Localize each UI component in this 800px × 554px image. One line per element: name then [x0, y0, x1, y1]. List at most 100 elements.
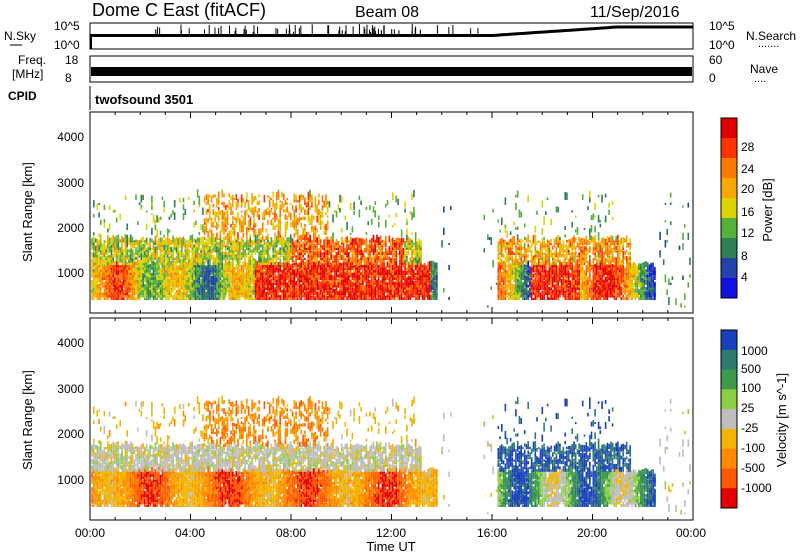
power-cell — [240, 272, 243, 276]
power-cell — [300, 264, 303, 268]
power-cell — [91, 288, 93, 293]
power-cell — [154, 224, 157, 230]
power-cell — [96, 276, 99, 280]
power-cell — [217, 206, 220, 210]
power-cell — [443, 227, 445, 235]
power-cell — [209, 296, 211, 300]
power-cell — [108, 255, 111, 260]
power-cell — [207, 256, 209, 260]
power-cell — [407, 295, 410, 298]
power-cell — [525, 254, 528, 258]
power-cell — [93, 234, 95, 243]
power-cell — [283, 253, 285, 255]
power-cell — [309, 255, 311, 260]
power-cell — [121, 281, 123, 285]
power-cell — [513, 236, 515, 243]
power-cell — [191, 246, 194, 250]
power-cell — [108, 286, 111, 291]
power-cell — [413, 269, 415, 275]
power-cell — [348, 240, 350, 243]
power-cell — [107, 257, 109, 263]
power-cell — [232, 199, 234, 208]
power-cell — [200, 247, 202, 250]
power-cell — [217, 251, 220, 258]
power-cell — [372, 255, 375, 263]
power-cell — [260, 253, 262, 258]
power-cell — [91, 239, 93, 243]
power-cell — [360, 290, 362, 293]
power-cell — [221, 273, 223, 278]
power-cell — [186, 250, 188, 256]
power-cell — [161, 282, 164, 291]
power-cell — [509, 280, 512, 286]
power-cell — [151, 274, 153, 278]
power-cell — [124, 293, 127, 295]
power-cell — [297, 249, 299, 255]
power-cell — [497, 286, 500, 291]
power-cell — [196, 247, 199, 255]
power-cell — [103, 269, 106, 273]
power-cell — [105, 255, 107, 260]
power-cell — [124, 258, 127, 263]
power-cell — [94, 269, 97, 273]
power-cell — [311, 222, 313, 225]
power-cell — [406, 280, 408, 286]
power-cell — [212, 255, 215, 260]
power-cell — [165, 275, 167, 283]
power-cell — [247, 294, 250, 298]
power-cell — [182, 295, 185, 301]
power-cell — [110, 280, 113, 283]
power-cell — [319, 212, 322, 215]
power-cell — [284, 263, 287, 268]
power-cell — [267, 219, 269, 223]
power-cell — [374, 265, 376, 268]
power-cell — [291, 244, 294, 250]
power-cell — [214, 273, 216, 278]
power-cell — [365, 271, 368, 275]
power-cell — [497, 275, 500, 278]
power-cell — [98, 265, 100, 268]
power-cell — [351, 293, 354, 298]
power-cell — [202, 240, 204, 245]
power-cell — [520, 278, 522, 283]
power-cell — [122, 261, 125, 265]
power-cell — [115, 272, 118, 278]
power-cell — [411, 265, 413, 270]
power-cell — [367, 277, 369, 283]
power-cell — [346, 276, 348, 280]
power-cell — [121, 251, 123, 255]
power-cell — [367, 288, 369, 293]
power-cell — [369, 249, 371, 253]
power-cell — [105, 287, 107, 290]
power-cell — [272, 240, 274, 243]
power-cell — [349, 265, 352, 268]
power-cell — [158, 244, 160, 250]
power-cell — [265, 292, 267, 301]
power-cell — [156, 294, 158, 298]
power-cell — [195, 273, 197, 278]
power-cell — [312, 270, 315, 275]
power-cell — [226, 283, 229, 288]
power-cell — [240, 269, 243, 273]
power-cell — [297, 298, 299, 300]
power-cell — [205, 296, 208, 300]
power-cell — [395, 260, 398, 268]
power-cell — [244, 290, 246, 295]
power-cell — [420, 240, 422, 243]
power-cell — [302, 282, 304, 285]
power-cell — [395, 286, 398, 290]
power-cell — [423, 284, 426, 288]
power-cell — [404, 245, 406, 253]
power-cell — [534, 276, 537, 280]
power-cell — [151, 248, 153, 250]
power-cell — [224, 250, 227, 253]
power-cell — [497, 267, 500, 270]
power-cell — [142, 283, 144, 288]
power-cell — [409, 244, 412, 248]
power-cell — [307, 256, 310, 260]
power-cell — [436, 272, 438, 275]
power-cell — [335, 270, 338, 278]
power-cell — [253, 275, 255, 278]
power-cell — [300, 244, 303, 248]
power-cell — [326, 206, 329, 213]
